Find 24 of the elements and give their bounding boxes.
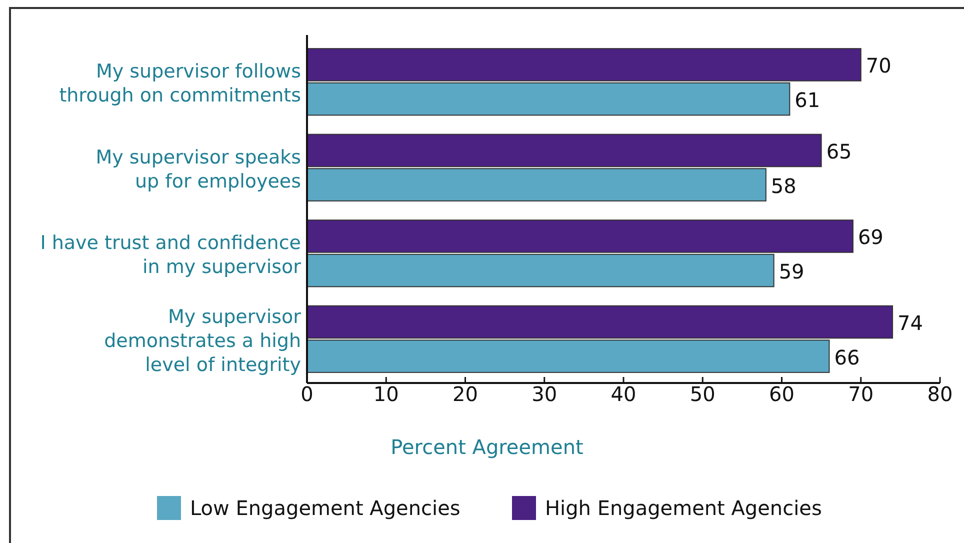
- y-tick-label: I have trust and confidence in my supervisor: [40, 232, 302, 278]
- x-tick-label: 80: [927, 382, 953, 406]
- x-axis-title: Percent Agreement: [390, 435, 584, 459]
- y-tick-label: My supervisor demonstrates a high level of integrity: [104, 306, 302, 376]
- x-tick-label: 60: [769, 382, 794, 406]
- data-label: 70: [866, 54, 892, 78]
- data-label: 58: [770, 174, 796, 198]
- x-tick-label: 10: [373, 382, 399, 406]
- x-tick-label: 30: [532, 382, 558, 406]
- data-label: 69: [858, 225, 884, 250]
- y-tick-label: My supervisor speaks up for employees: [96, 146, 301, 192]
- x-tick-label: 0: [300, 382, 314, 406]
- y-tick-label: My supervisor follows through on commitments: [59, 60, 301, 107]
- data-label: 61: [794, 88, 820, 112]
- x-tick-label: 40: [610, 382, 636, 406]
- data-label: 65: [826, 139, 852, 164]
- data-label: 74: [898, 310, 923, 335]
- x-tick-label: 50: [690, 382, 716, 406]
- data-label: 66: [834, 345, 860, 370]
- legend-label: High Engagement Agencies: [545, 496, 822, 520]
- x-tick-label: 20: [452, 382, 478, 406]
- x-tick-label: 70: [848, 382, 874, 406]
- legend-label: Low Engagement Agencies: [190, 496, 460, 520]
- data-label: 59: [778, 260, 804, 284]
